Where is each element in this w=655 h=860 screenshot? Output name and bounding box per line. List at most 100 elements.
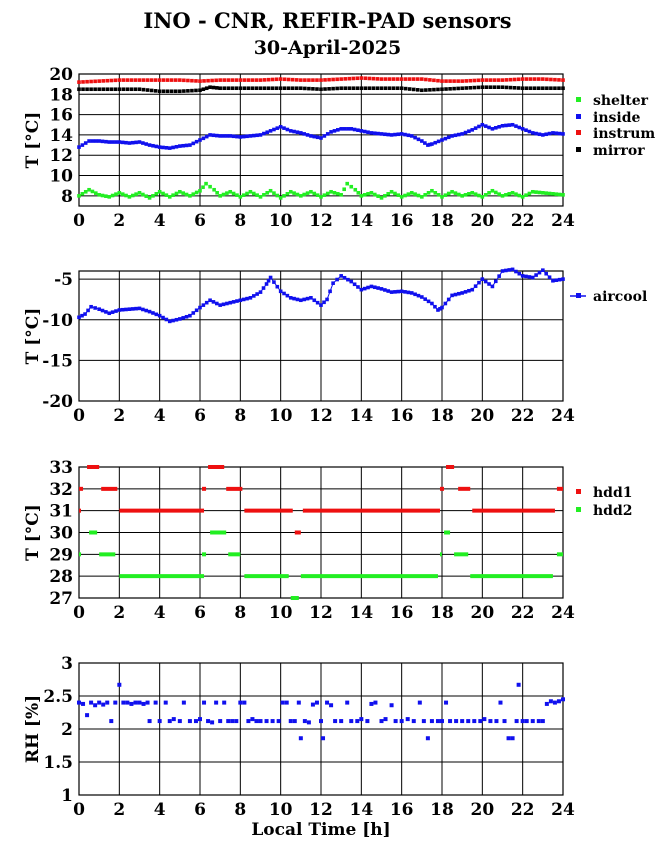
y-tick-label: 31 — [49, 502, 73, 522]
x-tick-label: 12 — [309, 406, 333, 426]
data-point — [473, 192, 478, 196]
data-point — [93, 87, 97, 92]
data-point — [432, 78, 436, 83]
data-point — [331, 86, 335, 91]
data-point — [90, 139, 95, 143]
data-point — [547, 191, 552, 196]
data-point — [472, 85, 477, 90]
y-tick-label: 1 — [61, 786, 73, 806]
data-point — [457, 132, 461, 137]
data-point — [537, 132, 542, 137]
x-tick-label: 24 — [551, 800, 575, 820]
data-point — [476, 78, 481, 83]
x-tick-label: 8 — [234, 211, 246, 231]
data-point — [470, 128, 475, 132]
data-point — [477, 124, 481, 129]
data-point — [510, 736, 515, 741]
data-point — [428, 142, 432, 147]
data-point — [444, 87, 448, 91]
data-point — [214, 78, 218, 83]
data-point — [89, 700, 94, 705]
data-point — [221, 192, 226, 197]
data-point — [557, 86, 561, 91]
data-point — [477, 193, 481, 198]
data-point — [80, 192, 85, 196]
data-point — [463, 193, 468, 197]
data-point — [133, 78, 138, 82]
data-point — [454, 719, 459, 724]
data-point — [137, 78, 142, 82]
data-point — [262, 78, 267, 82]
data-point — [448, 87, 452, 91]
data-point — [554, 192, 559, 196]
x-tick-label: 16 — [390, 406, 414, 426]
data-point — [490, 188, 495, 193]
data-point — [407, 87, 412, 91]
data-point — [413, 192, 417, 196]
data-point — [524, 193, 528, 197]
data-point — [524, 86, 529, 91]
data-point — [157, 189, 162, 194]
y-axis-label: T [°C] — [23, 504, 43, 561]
data-point — [151, 194, 155, 198]
data-point — [450, 189, 454, 194]
data-point — [524, 128, 528, 132]
data-point — [127, 141, 132, 145]
data-point — [270, 86, 275, 91]
data-point — [541, 86, 545, 91]
x-tick-label: 24 — [551, 406, 575, 426]
data-point — [215, 133, 219, 138]
x-tick-label: 2 — [113, 800, 125, 820]
data-point — [202, 700, 207, 705]
data-point — [77, 80, 81, 84]
data-point — [557, 78, 561, 82]
data-point — [507, 192, 512, 196]
data-point — [541, 191, 545, 195]
data-point — [258, 195, 263, 199]
data-point — [101, 702, 106, 707]
data-point — [352, 127, 357, 132]
data-point — [104, 139, 108, 144]
data-point — [504, 123, 508, 128]
data-point — [500, 78, 505, 82]
data-point — [460, 194, 464, 198]
data-point — [409, 191, 414, 195]
data-point — [149, 78, 154, 82]
data-point — [299, 194, 303, 198]
data-point — [472, 78, 477, 83]
data-point — [452, 86, 456, 91]
data-point — [403, 86, 408, 91]
data-point — [306, 720, 311, 725]
data-point — [472, 719, 477, 724]
data-point — [395, 86, 400, 91]
data-point — [510, 122, 515, 127]
data-point — [278, 86, 283, 91]
data-point — [556, 699, 561, 704]
legend-label: instrum. — [593, 126, 655, 142]
data-point — [129, 87, 134, 92]
data-point — [157, 89, 162, 94]
data-point — [514, 124, 518, 128]
legend-marker — [576, 114, 581, 119]
data-point — [517, 125, 522, 130]
data-point — [436, 139, 441, 144]
data-point — [504, 193, 508, 197]
data-point — [266, 86, 271, 91]
legend-label: aircool — [593, 289, 647, 305]
data-point — [154, 144, 159, 149]
data-point — [347, 76, 352, 81]
data-point — [178, 78, 182, 82]
y-tick-label: -20 — [42, 392, 73, 412]
data-point — [524, 719, 529, 724]
data-point — [496, 85, 501, 89]
data-point — [332, 191, 337, 195]
data-point — [345, 181, 350, 186]
data-point — [399, 195, 404, 199]
data-point — [536, 719, 541, 724]
data-point — [97, 79, 101, 83]
data-point — [426, 191, 431, 195]
data-point — [487, 191, 491, 195]
data-point — [425, 736, 430, 741]
data-point — [222, 78, 226, 82]
